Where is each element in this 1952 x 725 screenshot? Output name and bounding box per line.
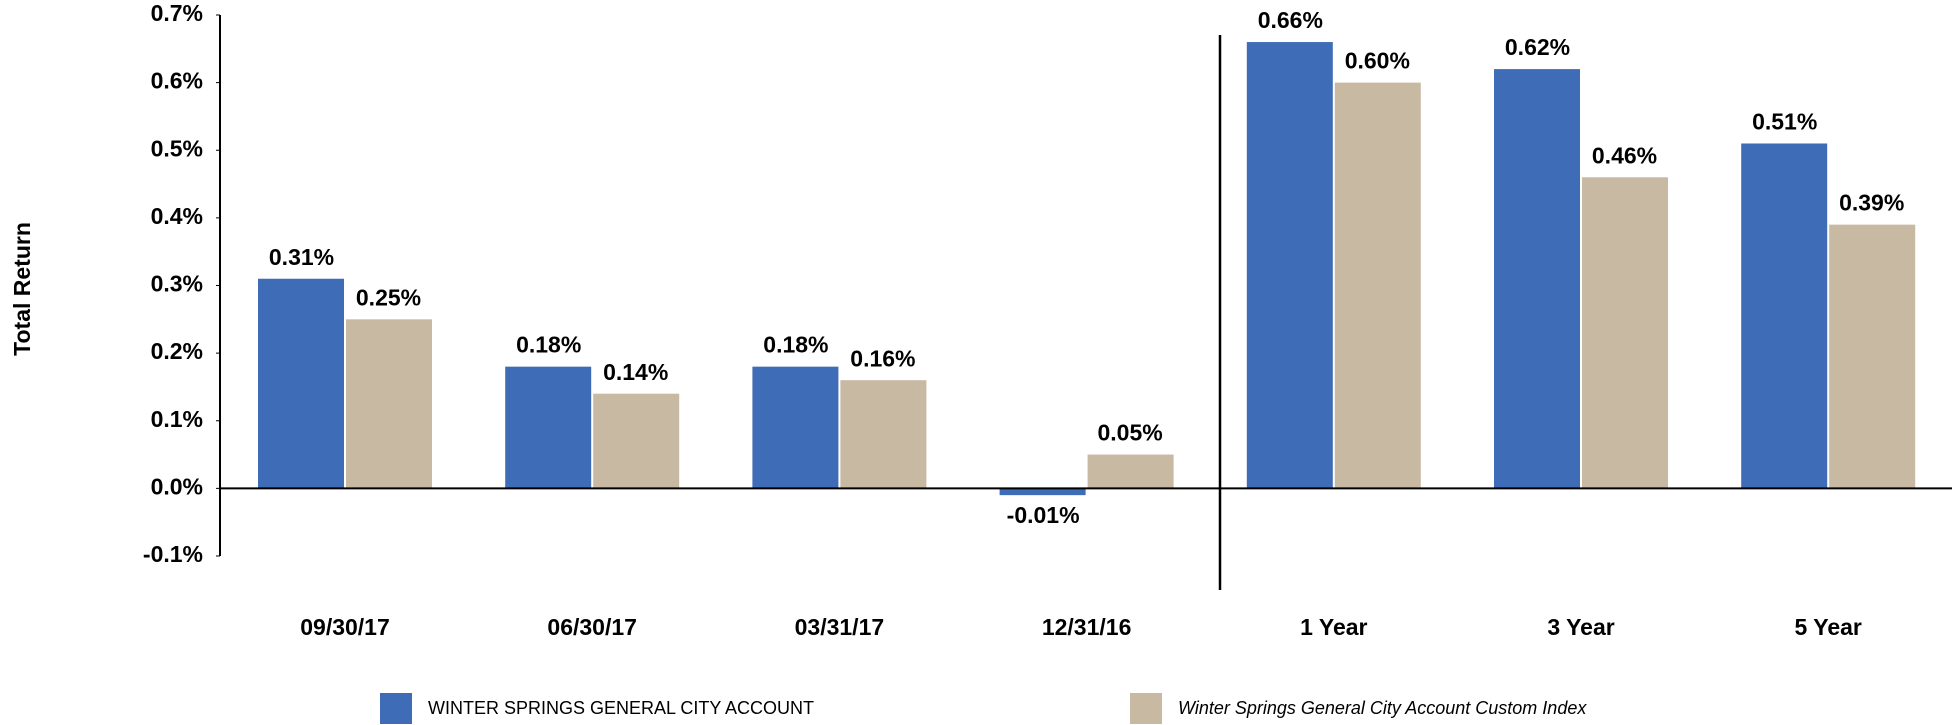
legend-label: WINTER SPRINGS GENERAL CITY ACCOUNT xyxy=(428,698,814,718)
y-tick-label: 0.1% xyxy=(151,406,203,432)
bar xyxy=(1741,143,1828,489)
data-label: 0.46% xyxy=(1592,142,1657,168)
data-label: 0.62% xyxy=(1505,34,1570,60)
data-label: 0.51% xyxy=(1752,109,1817,135)
bar xyxy=(1829,224,1916,489)
data-label: 0.25% xyxy=(356,284,421,310)
data-label: 0.05% xyxy=(1097,420,1162,446)
x-tick-label: 3 Year xyxy=(1547,614,1614,640)
legend-swatch xyxy=(1130,693,1162,724)
y-tick-label: 0.4% xyxy=(151,203,203,229)
x-tick-label: 06/30/17 xyxy=(547,614,637,640)
bar xyxy=(258,278,344,489)
bar xyxy=(1494,69,1580,489)
bar xyxy=(1334,82,1421,489)
data-label: 0.39% xyxy=(1839,190,1904,216)
data-label: 0.66% xyxy=(1258,7,1323,33)
data-label: 0.18% xyxy=(516,332,581,358)
legend-swatch xyxy=(380,693,412,724)
y-tick-label: 0.7% xyxy=(151,0,203,26)
x-tick-label: 5 Year xyxy=(1795,614,1862,640)
bar xyxy=(840,380,927,489)
bar xyxy=(505,366,592,489)
y-tick-label: 0.2% xyxy=(151,338,203,364)
y-tick-label: 0.0% xyxy=(151,473,203,499)
bar xyxy=(1087,454,1174,489)
y-axis-label: Total Return xyxy=(9,222,35,356)
data-label: 0.14% xyxy=(603,359,668,385)
y-tick-label: 0.5% xyxy=(151,135,203,161)
legend-label: Winter Springs General City Account Cust… xyxy=(1178,698,1587,718)
x-tick-label: 09/30/17 xyxy=(300,614,390,640)
y-tick-label: -0.1% xyxy=(143,541,203,567)
bar xyxy=(999,488,1086,496)
bar xyxy=(593,393,680,489)
x-tick-label: 03/31/17 xyxy=(795,614,885,640)
x-tick-label: 1 Year xyxy=(1300,614,1367,640)
data-label: 0.60% xyxy=(1345,48,1410,74)
y-tick-label: 0.6% xyxy=(151,68,203,94)
data-label: 0.31% xyxy=(269,244,334,270)
bar xyxy=(346,319,432,489)
y-tick-label: 0.3% xyxy=(151,271,203,297)
bar xyxy=(1582,177,1668,489)
bar xyxy=(1246,42,1333,489)
x-tick-label: 12/31/16 xyxy=(1042,614,1132,640)
data-label: 0.16% xyxy=(850,345,915,371)
data-label: 0.18% xyxy=(763,332,828,358)
bar xyxy=(752,366,839,489)
data-label: -0.01% xyxy=(1007,502,1080,528)
